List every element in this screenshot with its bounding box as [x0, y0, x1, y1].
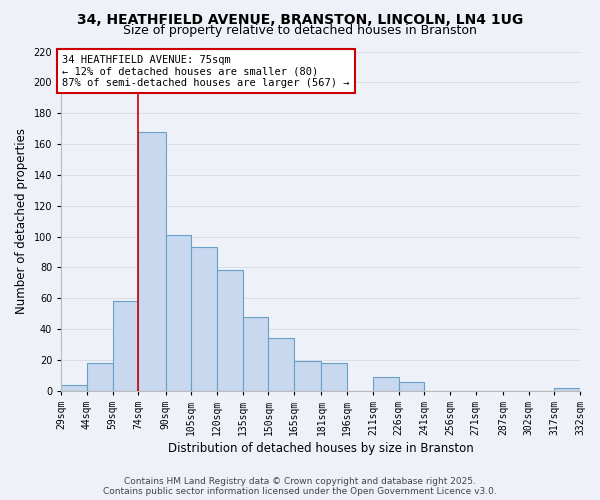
Bar: [554, 388, 580, 391]
Text: 34, HEATHFIELD AVENUE, BRANSTON, LINCOLN, LN4 1UG: 34, HEATHFIELD AVENUE, BRANSTON, LINCOLN…: [77, 12, 523, 26]
Bar: [191, 248, 217, 391]
Bar: [166, 235, 191, 391]
X-axis label: Distribution of detached houses by size in Branston: Distribution of detached houses by size …: [168, 442, 473, 455]
Bar: [242, 317, 268, 391]
Bar: [322, 363, 347, 391]
Y-axis label: Number of detached properties: Number of detached properties: [15, 128, 28, 314]
Bar: [217, 270, 242, 391]
Text: Contains HM Land Registry data © Crown copyright and database right 2025.
Contai: Contains HM Land Registry data © Crown c…: [103, 476, 497, 496]
Bar: [61, 384, 87, 391]
Text: Size of property relative to detached houses in Branston: Size of property relative to detached ho…: [123, 24, 477, 37]
Bar: [294, 362, 322, 391]
Bar: [268, 338, 294, 391]
Bar: [113, 302, 138, 391]
Bar: [373, 377, 398, 391]
Bar: [398, 382, 424, 391]
Text: 34 HEATHFIELD AVENUE: 75sqm
← 12% of detached houses are smaller (80)
87% of sem: 34 HEATHFIELD AVENUE: 75sqm ← 12% of det…: [62, 54, 350, 88]
Bar: [87, 363, 113, 391]
Bar: [138, 132, 166, 391]
